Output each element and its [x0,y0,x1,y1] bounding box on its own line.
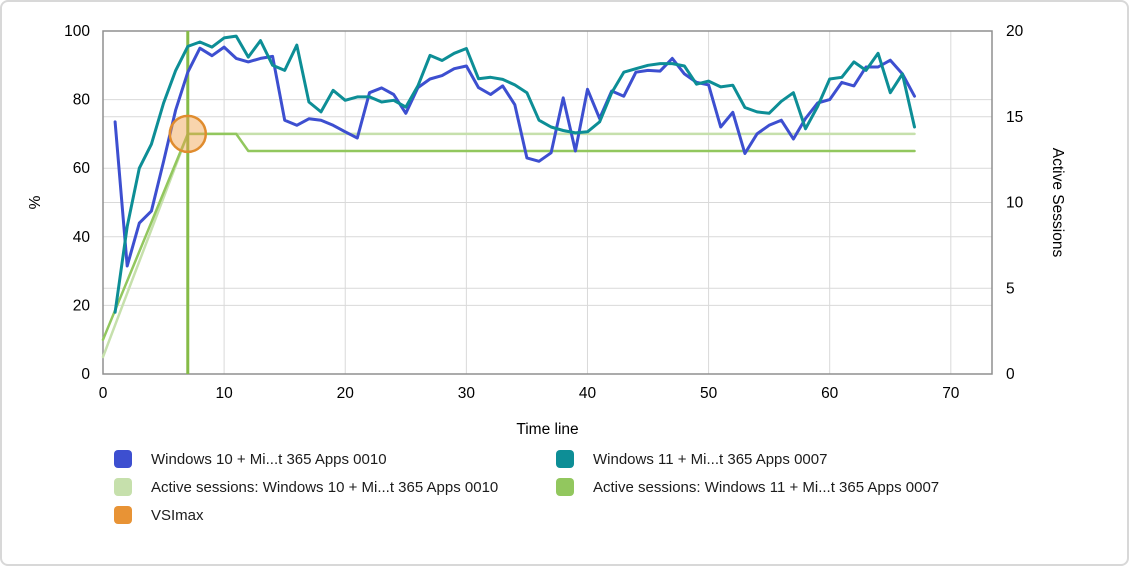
legend-item-windows11[interactable]: Windows 11 + Mi...t 365 Apps 0007 [556,450,1127,468]
y-axis-left-tick-label: 20 [73,297,91,314]
vsimax-marker [168,114,208,154]
legend-swatch-active-sessions-windows10 [114,478,132,496]
legend-item-vsimax[interactable]: VSImax [114,506,556,524]
chart-svg: 0 10 20 30 40 50 60 70 0 20 40 60 80 100 0 5 10 15 20 Time … [27,23,1066,438]
y-axis-right-tick-label: 5 [1006,280,1015,297]
y-axis-left-label: % [27,195,44,209]
y-axis-left-tick-label: 40 [73,229,91,246]
x-axis-tick-label: 20 [337,385,355,402]
y-axis-right-label: Active Sessions [1049,148,1066,258]
y-axis-left-tick-label: 0 [81,366,90,383]
y-axis-right-tick-label: 20 [1006,23,1024,40]
x-axis-tick-label: 30 [458,385,476,402]
x-axis-label: Time line [516,421,578,438]
x-axis-tick-label: 40 [579,385,597,402]
chart-legend: Windows 10 + Mi...t 365 Apps 0010 Window… [114,450,1127,524]
x-axis-tick-label: 70 [942,385,960,402]
legend-label-windows10: Windows 10 + Mi...t 365 Apps 0010 [151,450,387,468]
series-line [101,132,916,359]
legend-item-windows10[interactable]: Windows 10 + Mi...t 365 Apps 0010 [114,450,556,468]
y-axis-left-tick-label: 60 [73,160,91,177]
y-axis-right-tick-label: 15 [1006,109,1023,126]
legend-item-active-sessions-windows11[interactable]: Active sessions: Windows 11 + Mi...t 365… [556,478,1127,496]
x-axis-tick-label: 10 [215,385,233,402]
x-axis-tick-label: 60 [821,385,839,402]
legend-label-active-sessions-windows10: Active sessions: Windows 10 + Mi...t 365… [151,478,499,496]
legend-label-vsimax: VSImax [151,506,204,524]
plot-border [102,30,993,375]
series-line [113,34,916,314]
y-axis-right-tick-label: 0 [1006,366,1015,383]
y-axis-right-tick-label: 10 [1006,195,1024,212]
x-axis-tick-label: 50 [700,385,718,402]
legend-item-active-sessions-windows10[interactable]: Active sessions: Windows 10 + Mi...t 365… [114,478,556,496]
legend-label-active-sessions-windows11: Active sessions: Windows 11 + Mi...t 365… [593,478,940,496]
x-axis-tick-label: 0 [99,385,108,402]
legend-label-windows11: Windows 11 + Mi...t 365 Apps 0007 [593,450,828,468]
series-line [113,45,916,268]
legend-swatch-windows11 [556,450,574,468]
y-axis-left-tick-label: 100 [64,23,90,40]
series-line [101,132,916,341]
y-axis-left-tick-label: 80 [73,92,91,109]
legend-swatch-active-sessions-windows11 [556,478,574,496]
legend-swatch-vsimax [114,506,132,524]
legend-swatch-windows10 [114,450,132,468]
